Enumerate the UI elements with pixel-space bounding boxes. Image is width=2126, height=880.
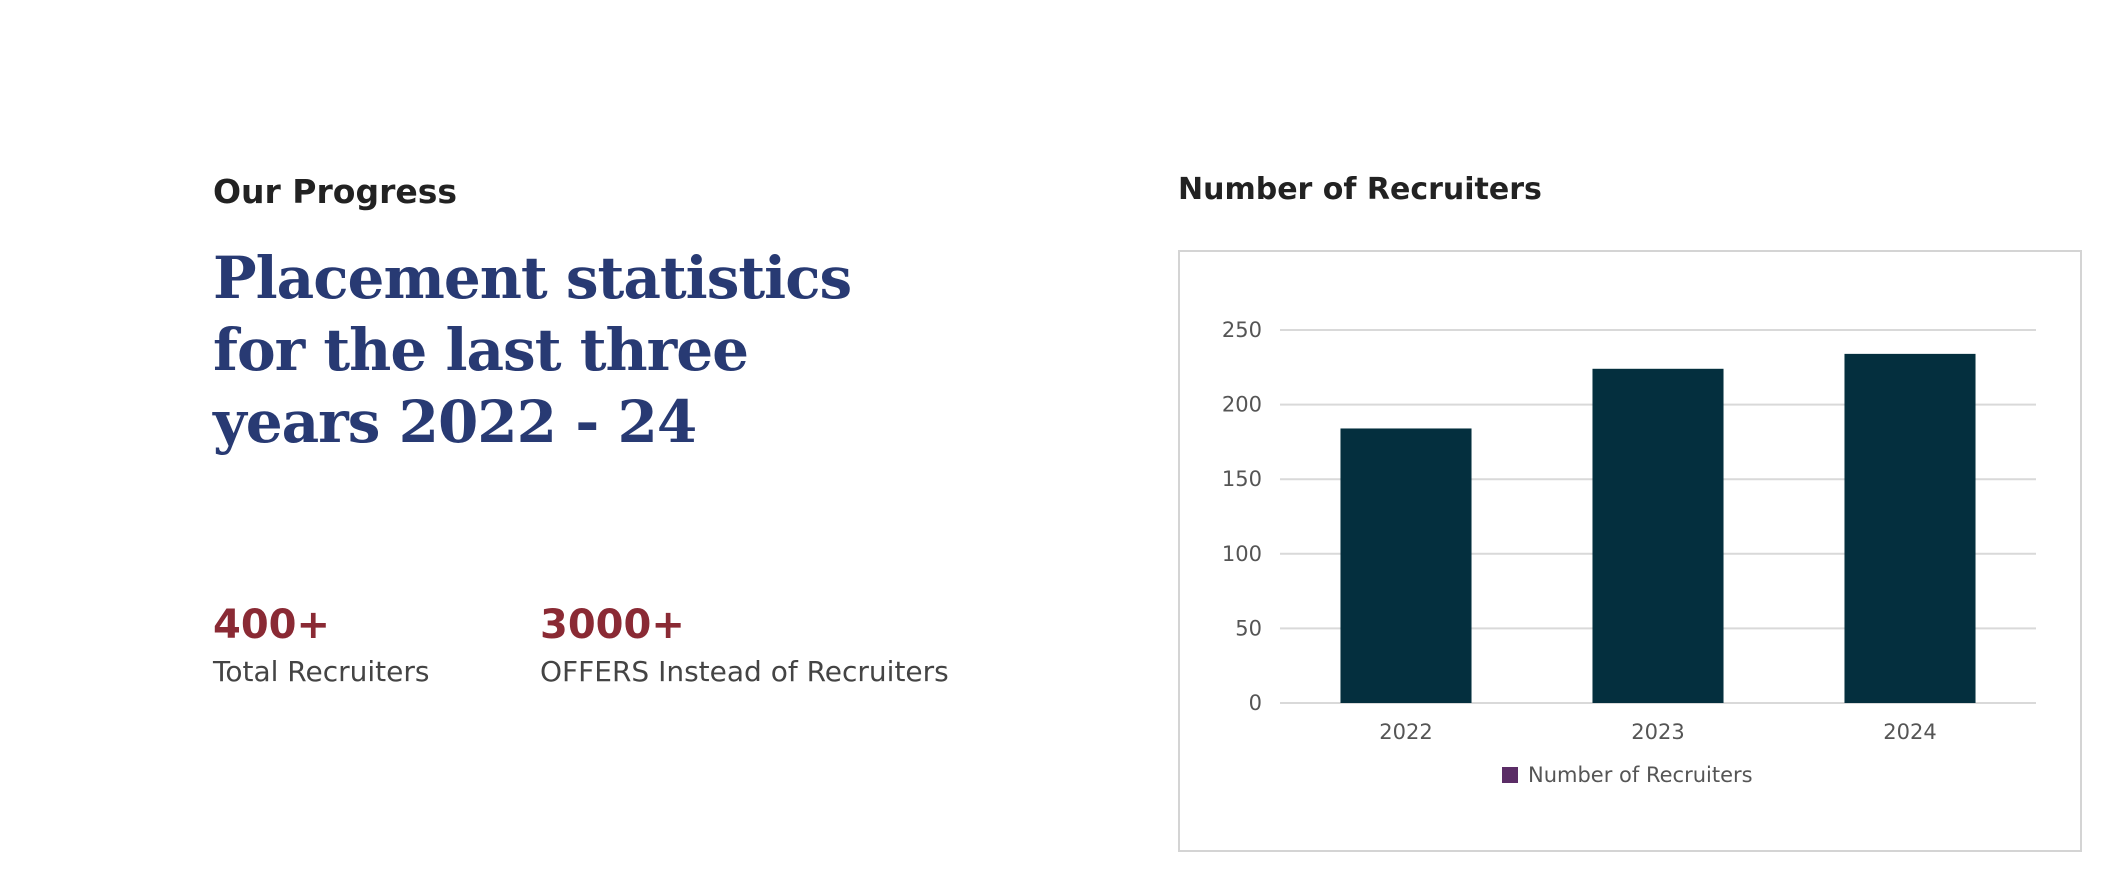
y-tick-label: 250 [1222, 318, 1262, 342]
stat-offers: 3000+ OFFERS Instead of Recruiters [540, 602, 949, 692]
y-tick-label: 150 [1222, 467, 1262, 491]
bar [1592, 368, 1724, 703]
x-tick-label: 2022 [1379, 720, 1432, 744]
headline-line: years 2022 - 24 [213, 388, 697, 456]
x-tick-label: 2024 [1883, 720, 1936, 744]
stat-total-recruiters: 400+ Total Recruiters [213, 602, 429, 692]
stat-label: Total Recruiters [213, 655, 430, 688]
section-eyebrow: Our Progress [213, 172, 458, 211]
chart-container: 0 50 100 150 200 250 2022 2023 2024 Number of Rec… [1178, 250, 2082, 852]
y-tick-label: 0 [1249, 691, 1262, 715]
bar-chart: 0 50 100 150 200 250 2022 2023 2024 Number of Rec… [1222, 318, 2036, 787]
y-tick-label: 200 [1222, 393, 1262, 417]
page-headline: Placement statistics for the last three … [213, 242, 1113, 458]
bar [1844, 353, 1976, 703]
legend-label: Number of Recruiters [1528, 763, 1753, 787]
stat-value: 400+ [213, 602, 331, 648]
bar [1340, 428, 1472, 703]
y-tick-label: 50 [1235, 616, 1262, 640]
headline-line: for the last three [213, 316, 749, 384]
legend-swatch [1502, 767, 1518, 783]
stat-label: OFFERS Instead of Recruiters [540, 655, 949, 688]
y-tick-label: 100 [1222, 542, 1262, 566]
headline-line: Placement statistics [213, 244, 852, 312]
chart-heading: Number of Recruiters [1178, 172, 1542, 207]
x-tick-label: 2023 [1631, 720, 1684, 744]
stat-value: 3000+ [540, 602, 685, 648]
